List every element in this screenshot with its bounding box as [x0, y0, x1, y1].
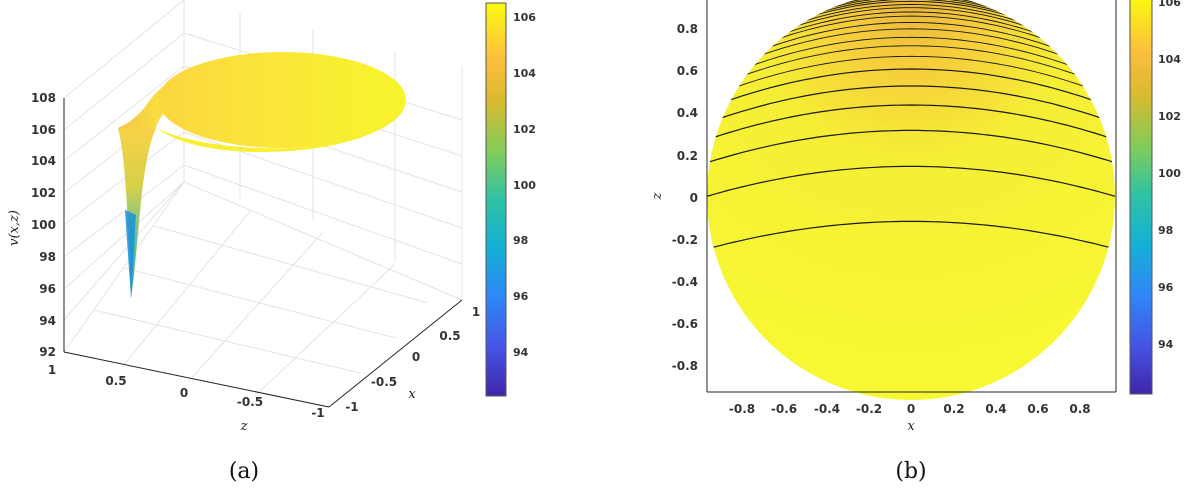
x-tick: -1	[345, 400, 358, 414]
y-tick: 0.6	[677, 64, 698, 78]
contour-line	[707, 104, 1115, 143]
v-tick: 96	[39, 282, 56, 296]
y-tick: -0.4	[672, 275, 698, 289]
x-tick: -0.8	[729, 402, 755, 416]
colorbar-tick: 100	[513, 179, 536, 192]
x-tick: 0.2	[943, 402, 964, 416]
y-tick: 0.8	[677, 22, 698, 36]
x-tick: 1	[472, 305, 480, 319]
v-tick: 94	[39, 314, 56, 328]
colorbar-a: 106 104 102 100 98 96 94	[485, 2, 536, 397]
colorbar-b: 106 104 102 100 98 96 94	[1129, 0, 1181, 395]
surface-disc-front	[156, 110, 404, 152]
v-tick: 92	[39, 345, 56, 359]
z-tick: -0.5	[237, 395, 263, 409]
colorbar-tick: 94	[513, 346, 529, 359]
z-axis-label: z	[240, 419, 248, 434]
v-tick: 108	[31, 91, 56, 105]
z-tick: -1	[311, 406, 324, 420]
contour-line	[707, 55, 1115, 102]
x-axis-label: x	[408, 387, 416, 402]
contour-line	[707, 36, 1115, 88]
colorbar-tick: 102	[1158, 110, 1181, 123]
x-axis-ticks: -1 -0.5 0 0.5 1	[345, 305, 480, 414]
caption-b: (b)	[895, 459, 926, 484]
v-tick: 98	[39, 250, 56, 264]
surface-disc	[158, 52, 406, 148]
x-tick: 0.5	[439, 329, 460, 343]
colorbar-tick: 94	[1158, 338, 1174, 351]
panel-a-axes	[63, 98, 463, 408]
z-axis-ticks: 1 0.5 0 -0.5 -1	[48, 363, 325, 420]
colorbar-tick: 96	[513, 290, 529, 303]
y-tick: 0.2	[677, 149, 698, 163]
x-tick: 0.6	[1027, 402, 1048, 416]
y-tick: -0.6	[672, 317, 698, 331]
x-tick: -0.6	[771, 402, 797, 416]
contour-disc	[707, 0, 1115, 400]
contour-line	[707, 68, 1115, 112]
panel-a-surface-plot: 108 106 104 102 100 98 96 94 92 v(x,z) 1…	[7, 0, 536, 484]
v-axis-label: v(x,z)	[7, 210, 22, 246]
z-tick: 0	[180, 386, 188, 400]
panel-a-grid	[63, 0, 463, 408]
contour-line	[707, 220, 1115, 252]
x-axis-label-b: x	[907, 419, 915, 434]
z-tick: 1	[48, 363, 56, 377]
contour-line	[707, 165, 1115, 200]
v-axis-ticks: 108 106 104 102 100 98 96 94 92	[31, 91, 56, 359]
y-tick: -0.8	[672, 359, 698, 373]
y-axis-ticks-b: 0.8 0.6 0.4 0.2 0 -0.2 -0.4 -0.6 -0.8	[672, 22, 698, 373]
panel-b-axes	[706, 0, 1117, 393]
caption-a: (a)	[229, 459, 259, 484]
colorbar-tick: 100	[1158, 167, 1181, 180]
surface-spike-tip	[125, 210, 136, 298]
colorbar-tick: 106	[1158, 0, 1181, 9]
v-tick: 104	[31, 154, 56, 168]
x-tick: 0	[907, 402, 915, 416]
y-tick: -0.2	[672, 233, 698, 247]
contour-line	[707, 28, 1115, 82]
colorbar-tick: 96	[1158, 281, 1174, 294]
colorbar-tick: 98	[1158, 224, 1173, 237]
x-axis-ticks-b: -0.8 -0.6 -0.4 -0.2 0 0.2 0.4 0.6 0.8	[729, 402, 1091, 416]
y-tick: 0	[690, 191, 698, 205]
x-tick: 0.4	[985, 402, 1006, 416]
z-tick: 0.5	[105, 374, 126, 388]
x-tick: -0.4	[814, 402, 840, 416]
v-tick: 102	[31, 186, 56, 200]
colorbar-tick: 104	[513, 67, 536, 80]
x-tick: 0.8	[1069, 402, 1090, 416]
v-tick: 106	[31, 123, 56, 137]
y-tick: 0.4	[677, 106, 698, 120]
x-tick: -0.5	[371, 375, 397, 389]
y-axis-label-b: z	[650, 192, 665, 200]
panel-b-contour-plot: 0.8 0.6 0.4 0.2 0 -0.2 -0.4 -0.6 -0.8 z …	[650, 0, 1181, 484]
contour-line	[707, 129, 1115, 166]
colorbar-tick: 102	[513, 123, 536, 136]
surface-spike	[117, 127, 157, 299]
x-tick: -0.2	[856, 402, 882, 416]
colorbar-a-scale	[485, 2, 507, 397]
colorbar-tick: 106	[513, 11, 536, 24]
colorbar-b-scale	[1129, 0, 1153, 395]
colorbar-tick: 98	[513, 234, 528, 247]
colorbar-tick: 104	[1158, 53, 1181, 66]
contour-line	[707, 45, 1115, 94]
x-tick: 0	[412, 350, 420, 364]
v-tick: 100	[31, 218, 56, 232]
contour-line	[707, 85, 1115, 127]
